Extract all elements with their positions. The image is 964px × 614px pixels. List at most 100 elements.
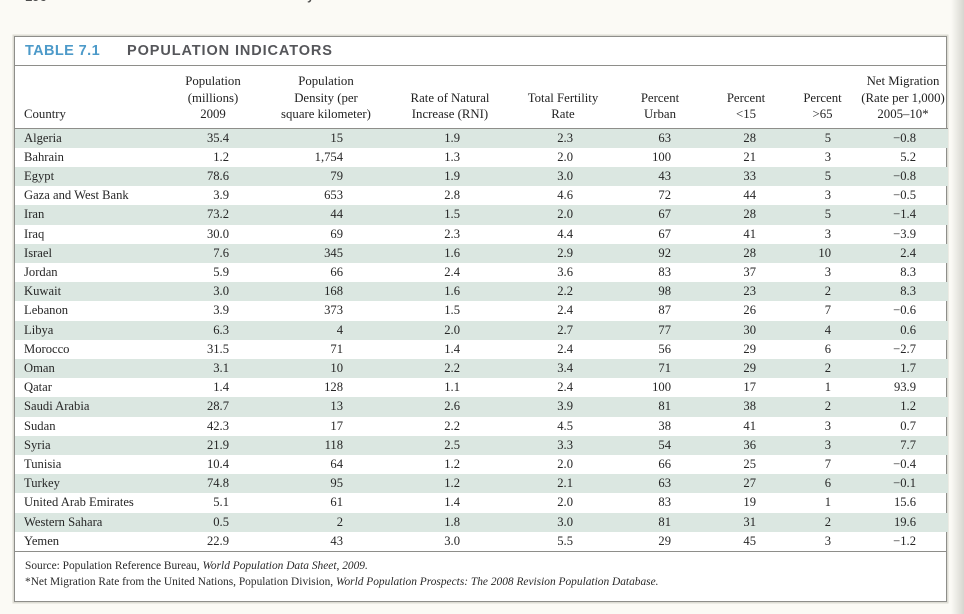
table-row: Qatar 1.4 128 1.1 2.4 100 17 1 93.9 (15, 378, 948, 397)
table-row: Israel 7.6 345 1.6 2.9 92 28 10 2.4 (15, 243, 948, 263)
cell-value: 3 (787, 435, 858, 455)
cell-value: 1.2 (389, 474, 511, 494)
header-row: Country Population (millions) 2009 Populat… (15, 66, 948, 129)
cell-value: 5 (787, 166, 858, 187)
column-header: Percent <15 (705, 66, 787, 129)
cell-value: 3.9 (213, 303, 229, 318)
cell-value: 1.2 (444, 456, 460, 471)
cell-value: 61 (330, 495, 343, 510)
table-row: Algeria 35.4 15 1.9 2.3 63 28 5 −0.8 (15, 128, 948, 148)
cell-value: 19.6 (858, 512, 948, 532)
table-title-bar: TABLE 7.1 POPULATION INDICATORS (15, 37, 946, 66)
cell-value: 36 (705, 435, 787, 455)
footnote: *Net Migration Rate from the United Nati… (25, 576, 936, 588)
cell-value: 0.6 (858, 320, 948, 340)
cell-value: 25 (743, 456, 756, 471)
cell-value: 78.6 (163, 166, 263, 187)
cell-value: 30 (705, 320, 787, 340)
cell-value: 29 (658, 533, 671, 548)
table-row: United Arab Emirates 5.1 61 1.4 2.0 83 19 1 15.6 (15, 493, 948, 512)
table-row: Morocco 31.5 71 1.4 2.4 56 29 6 −2.7 (15, 340, 948, 359)
cell-value: 1.6 (389, 282, 511, 302)
cell-value: 17 (743, 380, 756, 395)
cell-country: Western Sahara (15, 512, 163, 532)
cell-value: 21 (743, 149, 756, 164)
cell-value: 22.9 (206, 533, 229, 548)
cell-value: 83 (658, 264, 671, 279)
cell-country: Syria (15, 435, 163, 455)
cell-value: 10 (787, 243, 858, 263)
cell-value: 2.0 (557, 495, 573, 510)
cell-value: 1.7 (858, 358, 948, 379)
cell-value: 7.6 (163, 243, 263, 263)
page-scan-edge (951, 0, 964, 614)
column-header: Rate of Natural Increase (RNI) (389, 66, 511, 129)
cell-value: 31.5 (206, 341, 229, 356)
cell-value: 0.7 (900, 418, 916, 433)
table-7-1-container: TABLE 7.1 POPULATION INDICATORS Country P… (14, 36, 948, 602)
cell-value: 1.5 (444, 303, 460, 318)
cell-country: Bahrain (24, 149, 64, 164)
cell-value: 29 (705, 358, 787, 379)
table-row: Yemen 22.9 43 3.0 5.5 29 45 3 −1.2 (15, 532, 948, 551)
cell-country: Sudan (24, 418, 56, 433)
cell-value: 2 (787, 282, 858, 302)
cell-value: 66 (658, 456, 671, 471)
cell-value: 27 (705, 474, 787, 494)
cell-value: 4 (263, 320, 389, 340)
table-notes: Source: Population Reference Bureau, Wor… (15, 550, 946, 588)
cell-value: 3.9 (213, 188, 229, 203)
cell-value: 1.8 (389, 512, 511, 532)
cell-value: 56 (658, 341, 671, 356)
cell-value: 2.4 (444, 264, 460, 279)
cell-value: 3.1 (163, 358, 263, 379)
cell-country: Morocco (24, 341, 70, 356)
cell-value: 2.0 (389, 320, 511, 340)
cell-country: Jordan (24, 264, 58, 279)
cell-value: 43 (330, 533, 343, 548)
cell-country: Turkey (15, 474, 163, 494)
cell-value: 4.6 (557, 188, 573, 203)
cell-value: 1.3 (444, 149, 460, 164)
source-note-italic: World Population Data Sheet, 2009. (202, 559, 368, 572)
cell-value: 6.3 (163, 320, 263, 340)
cell-value: 13 (263, 397, 389, 417)
cell-value: 19 (743, 495, 756, 510)
cell-value: 79 (263, 166, 389, 187)
cell-country: Iraq (24, 226, 45, 241)
cell-value: 1.4 (213, 380, 229, 395)
cell-value: 2.9 (511, 243, 615, 263)
cell-value: −0.1 (858, 474, 948, 494)
cell-value: 3.0 (511, 166, 615, 187)
cell-country: Kuwait (15, 282, 163, 302)
cell-value: 77 (615, 320, 705, 340)
cell-value: 2.4 (557, 303, 573, 318)
cell-value: −2.7 (893, 341, 916, 356)
table-label: TABLE 7.1 (25, 43, 101, 59)
source-note: Source: Population Reference Bureau, Wor… (25, 560, 936, 572)
table-row: Iran 73.2 44 1.5 2.0 67 28 5 −1.4 (15, 205, 948, 225)
cell-value: 43 (615, 166, 705, 187)
cell-value: 3 (824, 149, 831, 164)
cell-value: 73.2 (163, 205, 263, 225)
cell-country: Israel (15, 243, 163, 263)
table-row: Libya 6.3 4 2.0 2.7 77 30 4 0.6 (15, 320, 948, 340)
cell-value: 3.6 (557, 264, 573, 279)
cell-value: 1.9 (389, 128, 511, 148)
source-note-text: Source: Population Reference Bureau, (25, 559, 203, 572)
cell-value: 74.8 (163, 474, 263, 494)
cell-value: 41 (743, 418, 756, 433)
cell-value: 2.3 (444, 226, 460, 241)
cell-value: 2.5 (389, 435, 511, 455)
table-row: Tunisia 10.4 64 1.2 2.0 66 25 7 −0.4 (15, 455, 948, 474)
column-header: Net Migration (Rate per 1,000) 2005–10* (858, 66, 948, 129)
cell-value: 81 (615, 512, 705, 532)
footnote-italic: World Population Prospects: The 2008 Rev… (336, 575, 659, 588)
cell-value: 1.9 (389, 166, 511, 187)
cell-value: 98 (615, 282, 705, 302)
cell-value: 1.4 (444, 341, 460, 356)
cell-value: −0.8 (858, 128, 948, 148)
cell-value: 28.7 (163, 397, 263, 417)
cell-country: Yemen (24, 533, 60, 548)
cell-value: 3.0 (444, 533, 460, 548)
